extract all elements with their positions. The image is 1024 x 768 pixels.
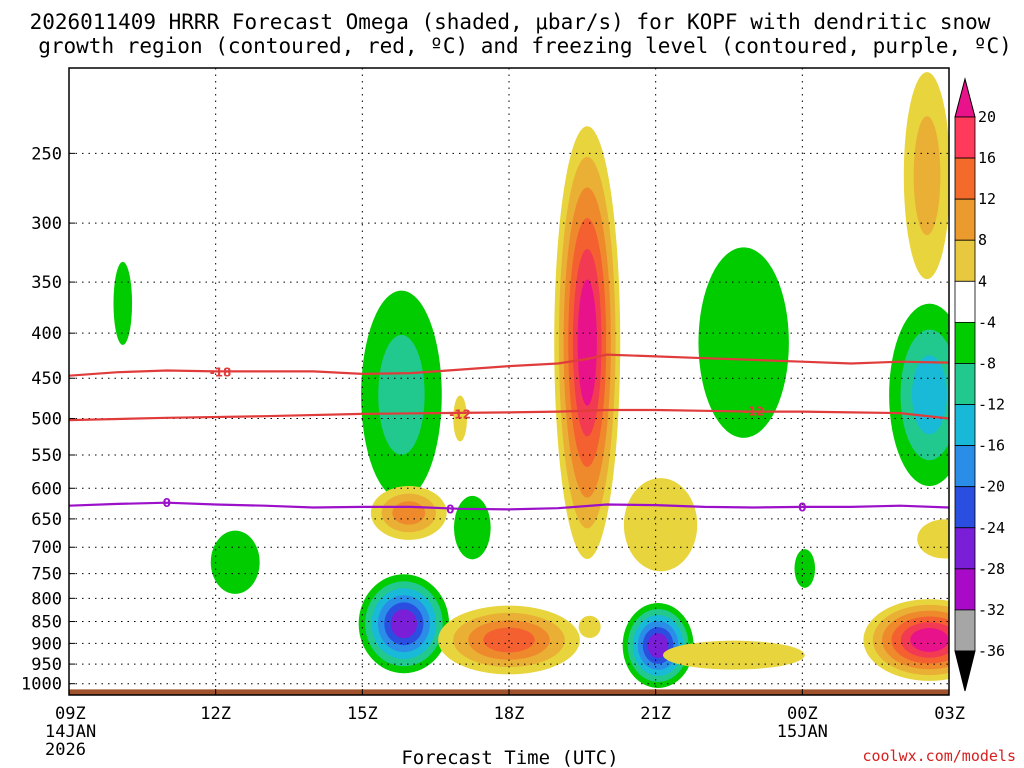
- omega-cell-14-level-p4: [663, 640, 805, 670]
- isotherm-label--12-1: -12: [743, 404, 765, 418]
- colorbar-label--24: -24: [978, 519, 1005, 537]
- omega-cell-8-level-p4: [578, 615, 601, 638]
- colorbar-segment-2: [954, 198, 976, 241]
- colorbar-label-8: 8: [978, 231, 987, 249]
- colorbar-segment-11: [954, 568, 976, 611]
- x-tick-label-09Z: 09Z: [55, 704, 86, 724]
- isotherm-label-0-1: 0: [446, 502, 454, 516]
- colorbar-label--28: -28: [978, 560, 1005, 578]
- chart-title-line-1: 2026011409 HRRR Forecast Omega (shaded, …: [30, 10, 991, 34]
- omega-cell-1-level-n4: [210, 530, 260, 594]
- colorbar-segment-5: [954, 321, 976, 364]
- x-tick-label-21Z: 21Z: [640, 704, 671, 724]
- colorbar: 20 16 12 8 4 -4 -8 -12 -16 -20 -24 -28 -32 -36: [954, 77, 1005, 692]
- colorbar-segment-6: [954, 363, 976, 405]
- x-axis-label: Forecast Time (UTC): [401, 747, 618, 768]
- y-tick-label-700: 700: [31, 538, 62, 558]
- colorbar-segment-7: [954, 404, 976, 447]
- colorbar-segment-9: [954, 486, 976, 529]
- x-tick-label-15Z: 15Z: [347, 704, 378, 724]
- colorbar-label--12: -12: [978, 396, 1005, 414]
- colorbar-label-16: 16: [978, 149, 996, 167]
- chart-title-line-2: growth region (contoured, red, ºC) and f…: [38, 34, 1012, 58]
- y-tick-label-400: 400: [31, 324, 62, 344]
- colorbar-segment-1: [954, 157, 976, 200]
- omega-shading-layer: [113, 72, 949, 688]
- omega-cell-13-level-n4: [794, 549, 816, 588]
- y-tick-label-250: 250: [31, 144, 62, 164]
- omega-cell-18-level-p24: [910, 628, 949, 652]
- colorbar-label--36: -36: [978, 642, 1005, 660]
- y-tick-label-450: 450: [31, 369, 62, 389]
- x-tick-label-12Z: 12Z: [200, 704, 231, 724]
- y-axis: 2503003504004505005506006507007508008509…: [21, 144, 75, 695]
- omega-cell-9-level-p24: [577, 279, 597, 406]
- colorbar-segment-12: [954, 609, 976, 652]
- x-tick-label-18Z: 18Z: [494, 704, 525, 724]
- omega-cell-11-level-n24: [647, 633, 669, 658]
- omega-cell-17-level-p4: [917, 519, 949, 559]
- x-tick-date-00Z: 15JAN: [777, 722, 828, 742]
- isotherm-layer: -18 -12 -12 0 0 0: [69, 353, 949, 516]
- omega-cell-15-level-p8: [913, 116, 941, 236]
- colorbar-bottom-arrow: [954, 650, 976, 692]
- isotherm-label-0-0: 0: [163, 496, 171, 510]
- y-tick-label-850: 850: [31, 613, 62, 633]
- colorbar-label--32: -32: [978, 601, 1005, 619]
- y-tick-label-1000: 1000: [21, 675, 62, 695]
- y-tick-label-950: 950: [31, 655, 62, 675]
- colorbar-segment-8: [954, 445, 976, 488]
- y-tick-label-650: 650: [31, 510, 62, 530]
- x-tick-label-03Z: 03Z: [934, 704, 965, 724]
- credit-text: coolwx.com/models: [862, 747, 1016, 765]
- y-tick-label-800: 800: [31, 589, 62, 609]
- y-tick-label-900: 900: [31, 634, 62, 654]
- y-tick-label-300: 300: [31, 214, 62, 234]
- colorbar-label-20: 20: [978, 108, 996, 126]
- colorbar-label--8: -8: [978, 354, 996, 372]
- colorbar-label-12: 12: [978, 190, 996, 208]
- x-tick-date-09Z: 14JAN: [45, 722, 96, 742]
- isotherm-0: [69, 501, 949, 511]
- isotherm-label--18-0: -18: [210, 366, 232, 380]
- omega-cell-10-level-p4: [623, 478, 698, 572]
- omega-cell-12-level-n4: [698, 247, 789, 438]
- isotherm--12: [69, 408, 949, 422]
- y-tick-label-500: 500: [31, 410, 62, 430]
- colorbar-label--4: -4: [978, 313, 996, 331]
- omega-cell-2-level-n8: [378, 334, 425, 455]
- x-tick-label-00Z: 00Z: [787, 704, 818, 724]
- omega-cell-3-level-p12: [392, 501, 426, 525]
- y-tick-label-750: 750: [31, 565, 62, 585]
- x-tick-year-09Z: 2026: [45, 740, 86, 760]
- colorbar-label--16: -16: [978, 437, 1005, 455]
- colorbar-label-4: 4: [978, 272, 987, 290]
- omega-cell-4-level-n24: [390, 609, 418, 639]
- y-tick-label-350: 350: [31, 273, 62, 293]
- colorbar-segment-4: [954, 280, 976, 323]
- colorbar-segment-3: [954, 239, 976, 282]
- isotherm-label-0-2: 0: [798, 500, 806, 514]
- y-tick-label-550: 550: [31, 446, 62, 466]
- y-tick-label-600: 600: [31, 479, 62, 499]
- colorbar-segment-10: [954, 527, 976, 570]
- colorbar-segment-0: [954, 116, 976, 159]
- colorbar-label--20: -20: [978, 478, 1005, 496]
- omega-cell-16-level-n12: [911, 355, 947, 435]
- omega-cell-7-level-p16: [483, 627, 535, 653]
- isotherm-label--12-0: -12: [449, 407, 471, 421]
- omega-cell-6-level-n4: [454, 495, 491, 560]
- omega-cell-0-level-n4: [113, 261, 133, 345]
- isotherm--18: [69, 353, 949, 377]
